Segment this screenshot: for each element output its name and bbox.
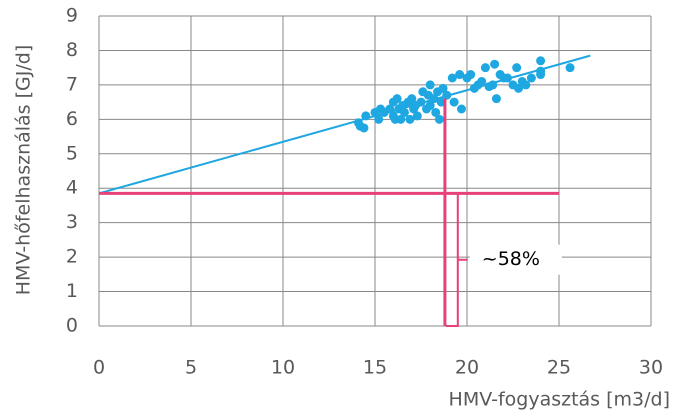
y-tick-label: 7 <box>66 73 78 95</box>
point <box>491 94 501 104</box>
point <box>374 114 384 124</box>
point <box>416 97 426 107</box>
point <box>488 80 498 90</box>
x-tick-label: 30 <box>639 357 663 379</box>
x-tick-label: 20 <box>455 357 479 379</box>
point <box>514 83 524 93</box>
point <box>536 70 546 80</box>
point <box>438 83 448 93</box>
point <box>466 70 476 80</box>
point <box>521 80 531 90</box>
trendline <box>98 54 591 195</box>
y-tick-label: 0 <box>66 315 78 337</box>
point <box>412 111 422 121</box>
y-tick-label: 2 <box>66 246 78 268</box>
point <box>490 59 500 69</box>
x-tick-label: 25 <box>547 357 571 379</box>
point <box>405 114 415 124</box>
point <box>425 101 435 111</box>
point <box>359 123 369 133</box>
point <box>512 63 522 73</box>
point <box>425 80 435 90</box>
point <box>429 94 439 104</box>
point <box>526 73 536 83</box>
point <box>407 94 417 104</box>
point <box>456 104 466 114</box>
x-tick-label: 0 <box>93 357 105 379</box>
point <box>392 94 402 104</box>
label-box <box>469 244 562 275</box>
point <box>431 107 441 117</box>
y-tick-label: 4 <box>66 177 78 199</box>
y-tick-label: 8 <box>66 39 78 61</box>
point <box>399 107 409 117</box>
point <box>455 70 465 80</box>
point <box>565 63 575 73</box>
x-tick-label: 10 <box>271 357 295 379</box>
point <box>447 73 457 83</box>
x-tick-label: 5 <box>185 357 197 379</box>
point <box>361 111 371 121</box>
bracket-label: ~58% <box>482 248 540 270</box>
point <box>434 114 444 124</box>
y-tick-label: 6 <box>66 108 78 130</box>
x-axis-title: HMV-fogyasztás [m3/d] <box>449 389 670 411</box>
point <box>477 76 487 86</box>
point <box>396 114 406 124</box>
point <box>449 97 459 107</box>
y-tick-label: 3 <box>66 211 78 233</box>
point <box>502 73 512 83</box>
point <box>536 56 546 66</box>
y-tick-label: 5 <box>66 142 78 164</box>
y-tick-label: 1 <box>66 280 78 302</box>
bracket <box>445 192 468 327</box>
x-tick-label: 15 <box>363 357 387 379</box>
point <box>480 63 490 73</box>
point <box>442 90 452 100</box>
y-axis-title: HMV-hőfelhasználás [GJ/d] <box>13 45 35 295</box>
y-tick-label: 9 <box>66 5 78 27</box>
point <box>385 104 395 114</box>
